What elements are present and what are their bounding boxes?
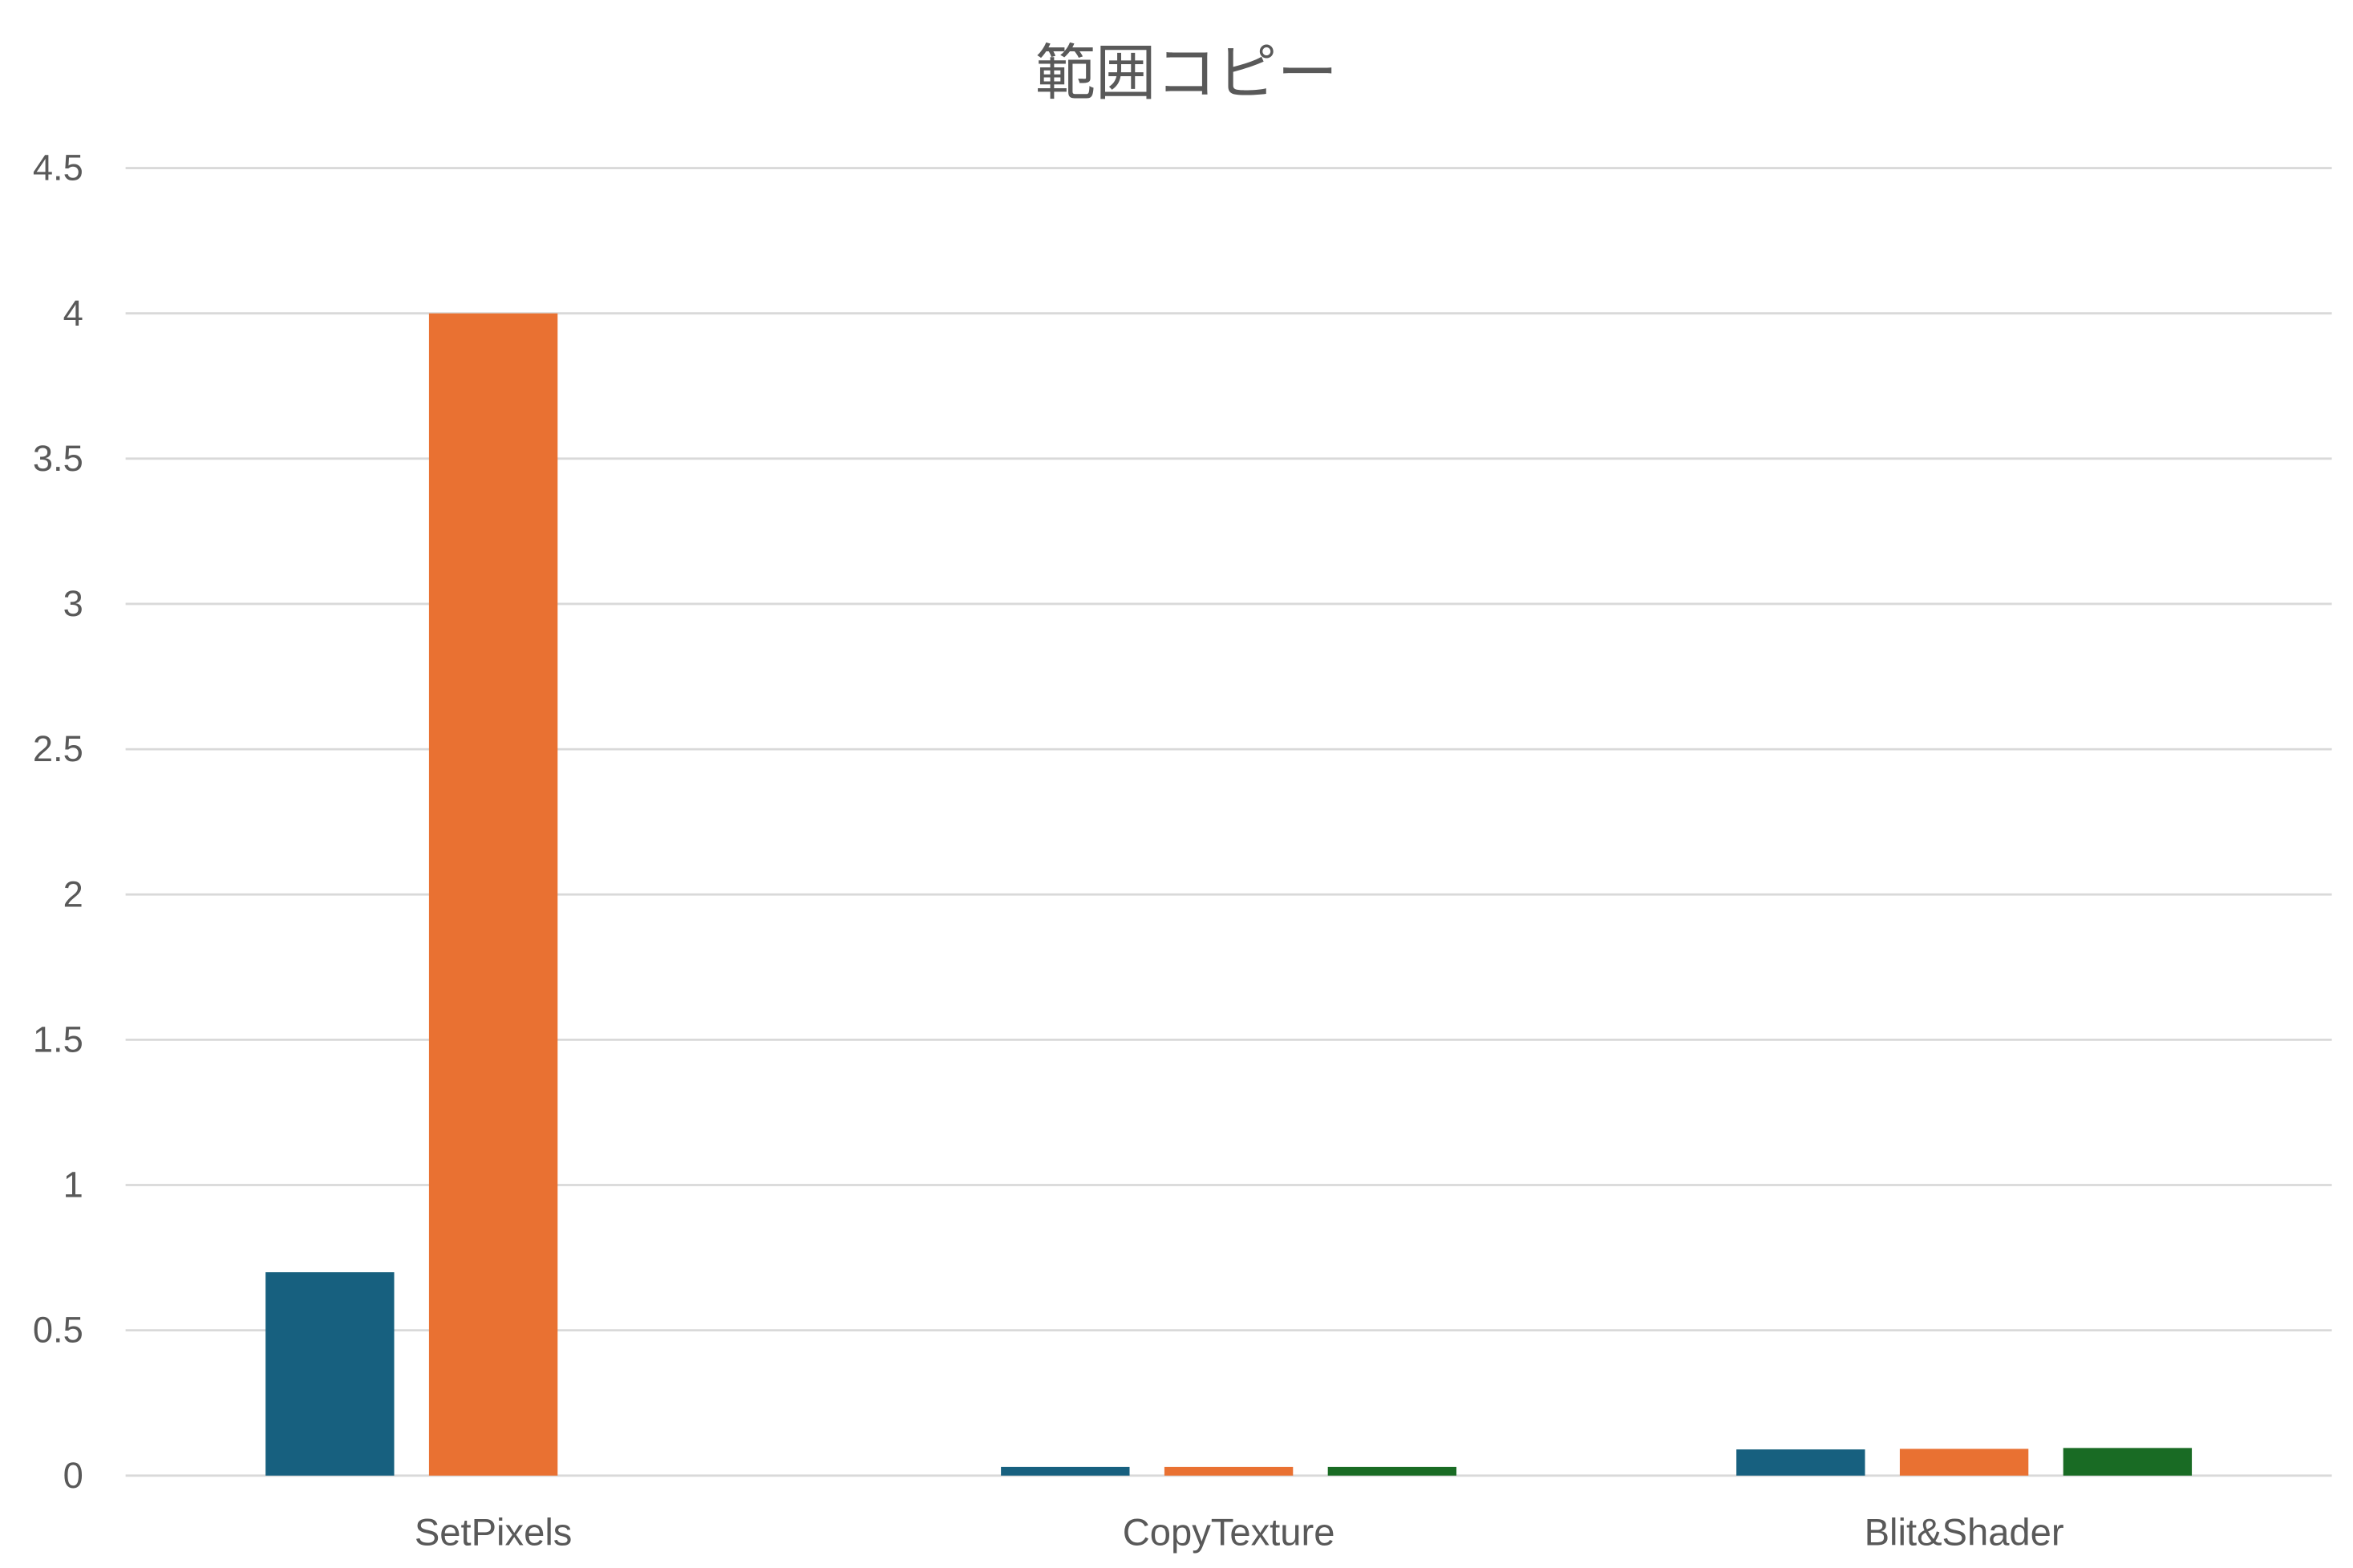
bar-setpixels-series-2 [428,313,558,1476]
y-tick-label: 3 [63,583,83,624]
y-tick-label: 0 [63,1455,83,1496]
bar-setpixels-series-1 [265,1272,395,1476]
x-axis-categories: SetPixels CopyTexture Blit&Shader [415,1511,2064,1554]
bars [265,313,2193,1476]
bar-blitshader-series-3 [2063,1448,2193,1476]
y-tick-label: 4 [63,293,83,334]
y-tick-label: 1 [63,1165,83,1205]
x-category-label: CopyTexture [1123,1511,1335,1554]
y-tick-label: 2 [63,873,83,914]
y-axis-ticks: 0 0.5 1 1.5 2 2.5 3 3.5 4 4.5 [33,148,83,1496]
chart-title: 範囲コピー [1035,38,1338,108]
x-category-label: Blit&Shader [1865,1511,2064,1554]
y-tick-label: 3.5 [33,438,83,479]
y-tick-label: 2.5 [33,728,83,769]
x-category-label: SetPixels [415,1511,573,1554]
y-tick-label: 4.5 [33,148,83,188]
bar-copytexture-series-1 [1001,1466,1130,1476]
bar-blitshader-series-1 [1736,1449,1865,1476]
y-tick-label: 1.5 [33,1019,83,1060]
y-tick-label: 0.5 [33,1310,83,1351]
bar-blitshader-series-2 [1899,1448,2029,1476]
bar-copytexture-series-3 [1327,1466,1457,1476]
bar-copytexture-series-2 [1164,1466,1294,1476]
